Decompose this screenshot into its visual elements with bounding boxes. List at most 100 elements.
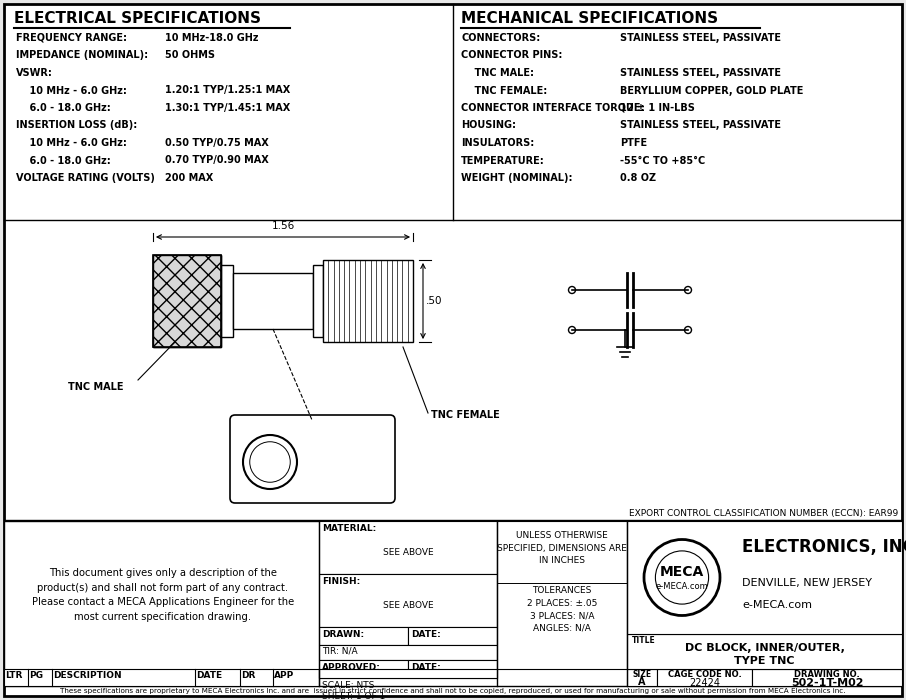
Text: MADE IN USA: MADE IN USA <box>307 473 367 482</box>
Text: VOLTAGE RATING (VOLTS): VOLTAGE RATING (VOLTS) <box>16 173 155 183</box>
Bar <box>233 273 313 329</box>
Text: MECA: MECA <box>254 452 286 462</box>
Text: -55°C TO +85°C: -55°C TO +85°C <box>620 155 705 165</box>
Text: SEE ABOVE: SEE ABOVE <box>382 601 433 610</box>
Bar <box>319 626 408 645</box>
Bar <box>4 669 319 686</box>
Text: INNER/OUTER: INNER/OUTER <box>307 434 369 443</box>
Bar <box>408 659 497 678</box>
Text: 10 MHz-18.0 GHz: 10 MHz-18.0 GHz <box>165 33 258 43</box>
Bar <box>221 265 233 337</box>
Bar <box>153 255 221 347</box>
Text: 22424: 22424 <box>689 678 720 688</box>
Text: 10 MHz - 6.0 GHz:: 10 MHz - 6.0 GHz: <box>16 85 127 95</box>
Text: 12 ± 1 IN-LBS: 12 ± 1 IN-LBS <box>620 103 695 113</box>
Text: STAINLESS STEEL, PASSIVATE: STAINLESS STEEL, PASSIVATE <box>620 33 781 43</box>
Bar <box>153 255 221 347</box>
Text: FREQUENCY RANGE:: FREQUENCY RANGE: <box>16 33 127 43</box>
Text: 1.56: 1.56 <box>272 221 294 231</box>
Text: UNLESS OTHERWISE
SPECIFIED, DIMENSIONS ARE
IN INCHES: UNLESS OTHERWISE SPECIFIED, DIMENSIONS A… <box>497 531 627 565</box>
Text: INSULATORS:: INSULATORS: <box>461 138 535 148</box>
Text: CONNECTOR INTERFACE TORQUE:: CONNECTOR INTERFACE TORQUE: <box>461 103 644 113</box>
Bar <box>153 255 221 347</box>
Text: FINISH:: FINISH: <box>322 577 361 586</box>
Text: HOUSING:: HOUSING: <box>461 120 516 130</box>
Text: e-MECA.com: e-MECA.com <box>742 600 812 610</box>
Bar <box>408 626 497 645</box>
Bar <box>323 260 413 342</box>
Text: MATERIAL:: MATERIAL: <box>322 524 376 533</box>
Bar <box>627 634 902 669</box>
Text: 6.0 - 18.0 GHz:: 6.0 - 18.0 GHz: <box>16 155 111 165</box>
Text: DRAWN:: DRAWN: <box>322 629 364 638</box>
Text: INSERTION LOSS (dB):: INSERTION LOSS (dB): <box>16 120 137 130</box>
Text: IMPEDANCE (NOMINAL):: IMPEDANCE (NOMINAL): <box>16 50 148 60</box>
Bar <box>497 521 627 669</box>
Text: DENVILLE, NEW JERSEY: DENVILLE, NEW JERSEY <box>742 578 872 587</box>
Text: .50: .50 <box>426 296 442 306</box>
Text: STAINLESS STEEL, PASSIVATE: STAINLESS STEEL, PASSIVATE <box>620 68 781 78</box>
Text: APPROVED:: APPROVED: <box>322 663 381 671</box>
Text: 0.8 OZ: 0.8 OZ <box>620 173 656 183</box>
Text: PTFE: PTFE <box>620 138 647 148</box>
Text: These specifications are proprietary to MECA Electronics Inc. and are  issued in: These specifications are proprietary to … <box>61 688 845 694</box>
Bar <box>319 645 497 659</box>
Text: SEE ABOVE: SEE ABOVE <box>382 548 433 557</box>
Bar <box>319 521 497 574</box>
Text: 502-1T-M02: 502-1T-M02 <box>791 678 863 688</box>
Text: SIZE: SIZE <box>632 670 651 679</box>
Text: TEMPERATURE:: TEMPERATURE: <box>461 155 545 165</box>
Text: APP: APP <box>274 671 294 680</box>
Text: CONNECTORS:: CONNECTORS: <box>461 33 540 43</box>
Text: TNC MALE:: TNC MALE: <box>461 68 534 78</box>
Text: MECHANICAL SPECIFICATIONS: MECHANICAL SPECIFICATIONS <box>461 11 718 26</box>
Text: TOLERANCES
2 PLACES: ±.05
3 PLACES: N/A
ANGLES: N/A: TOLERANCES 2 PLACES: ±.05 3 PLACES: N/A … <box>526 586 597 633</box>
Text: DATE:: DATE: <box>411 663 440 671</box>
Bar <box>657 669 752 686</box>
Text: TNC FEMALE:: TNC FEMALE: <box>461 85 547 95</box>
Text: TNC MALE: TNC MALE <box>68 382 123 392</box>
Text: DC BLOCK: DC BLOCK <box>307 447 352 456</box>
Text: SCALE: NTS: SCALE: NTS <box>322 680 374 690</box>
Bar <box>153 255 221 347</box>
Text: PG: PG <box>29 671 43 680</box>
Text: 10 MHz - 6.0 GHz:: 10 MHz - 6.0 GHz: <box>16 138 127 148</box>
Text: SHEET: 1 OF 1: SHEET: 1 OF 1 <box>322 692 385 700</box>
Text: MECA: MECA <box>660 564 704 578</box>
Text: 0.50 TYP/0.75 MAX: 0.50 TYP/0.75 MAX <box>165 138 269 148</box>
Text: LTR: LTR <box>5 671 23 680</box>
Text: TNC FEMALE: TNC FEMALE <box>431 410 500 420</box>
Text: DR: DR <box>241 671 255 680</box>
Bar <box>153 255 221 347</box>
Text: 502-1T-M02: 502-1T-M02 <box>307 460 360 469</box>
Text: CAGE CODE NO.: CAGE CODE NO. <box>668 670 741 679</box>
Bar <box>313 265 323 337</box>
Text: TITLE: TITLE <box>632 636 656 645</box>
FancyBboxPatch shape <box>230 415 395 503</box>
Text: DESCRIPTION: DESCRIPTION <box>53 671 121 680</box>
Text: DRAWING NO.: DRAWING NO. <box>795 670 860 679</box>
Bar <box>4 521 902 686</box>
Text: BERYLLIUM COPPER, GOLD PLATE: BERYLLIUM COPPER, GOLD PLATE <box>620 85 804 95</box>
Bar <box>319 574 497 626</box>
Text: ELECTRICAL SPECIFICATIONS: ELECTRICAL SPECIFICATIONS <box>14 11 261 26</box>
Text: ELECTRONICS, INC.: ELECTRONICS, INC. <box>742 538 906 556</box>
Text: VSWR:: VSWR: <box>16 68 53 78</box>
Text: DATE:: DATE: <box>411 629 440 638</box>
Bar <box>627 669 657 686</box>
Text: This document gives only a description of the
product(s) and shall not form part: This document gives only a description o… <box>32 568 294 622</box>
Text: EXPORT CONTROL CLASSIFICATION NUMBER (ECCN): EAR99: EXPORT CONTROL CLASSIFICATION NUMBER (EC… <box>629 509 898 518</box>
Text: 1.20:1 TYP/1.25:1 MAX: 1.20:1 TYP/1.25:1 MAX <box>165 85 290 95</box>
Bar <box>319 669 497 678</box>
Text: CONNECTOR PINS:: CONNECTOR PINS: <box>461 50 563 60</box>
Text: DC BLOCK, INNER/OUTER,
TYPE TNC: DC BLOCK, INNER/OUTER, TYPE TNC <box>685 643 844 666</box>
Text: A: A <box>638 677 646 687</box>
Text: 1.30:1 TYP/1.45:1 MAX: 1.30:1 TYP/1.45:1 MAX <box>165 103 290 113</box>
Text: TIR: N/A: TIR: N/A <box>322 647 358 656</box>
Text: 50 OHMS: 50 OHMS <box>165 50 215 60</box>
Bar <box>319 659 408 678</box>
Text: WEIGHT (NOMINAL):: WEIGHT (NOMINAL): <box>461 173 573 183</box>
Text: e-MECA.com: e-MECA.com <box>248 466 292 472</box>
Text: 200 MAX: 200 MAX <box>165 173 213 183</box>
Bar <box>752 669 902 686</box>
